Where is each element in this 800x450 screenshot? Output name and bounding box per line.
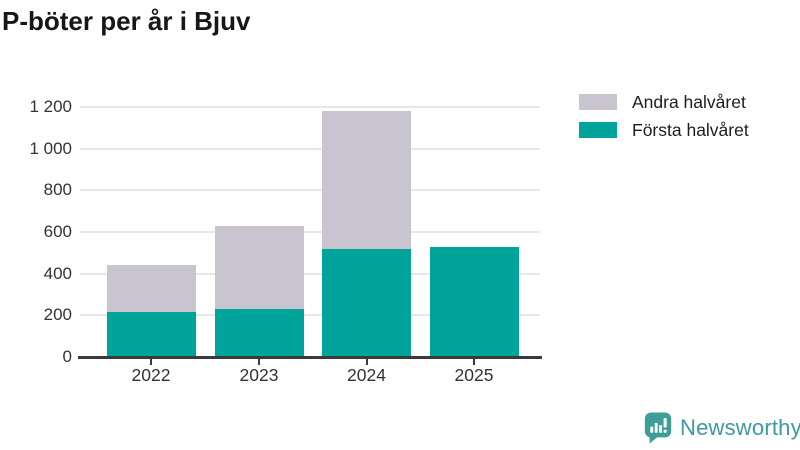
- gridline-600: [80, 231, 540, 233]
- newsworthy-logo: Newsworthy: [644, 412, 800, 444]
- chart-title: P-böter per år i Bjuv: [2, 6, 251, 36]
- bar-2024-andra-halvaret: [322, 111, 411, 249]
- legend-label-forsta-halvaret: Första halvåret: [632, 119, 749, 140]
- x-tick-2023: [258, 359, 260, 365]
- legend-label-andra-halvaret: Andra halvåret: [632, 91, 746, 112]
- bar-2022-andra-halvaret: [106, 265, 196, 313]
- legend-swatch-andra-halvaret: [579, 94, 617, 110]
- gridline-400: [80, 272, 540, 275]
- y-axis-label-400: 400: [43, 263, 72, 283]
- bar-2023-andra-halvaret: [214, 225, 304, 310]
- x-axis-label-2025: 2025: [454, 365, 494, 385]
- x-tick-2022: [150, 359, 152, 365]
- bar-2025-forsta-halvaret: [429, 246, 519, 357]
- x-axis-label-2022: 2022: [131, 365, 171, 385]
- legend: Andra halvåret Första halvåret: [579, 91, 749, 150]
- gridline-200: [80, 314, 540, 317]
- x-axis-label-2024: 2024: [347, 365, 386, 385]
- legend-item-andra-halvaret: Andra halvåret: [579, 91, 749, 112]
- y-axis-label-600: 600: [43, 222, 72, 241]
- x-axis-label-2023: 2023: [239, 365, 279, 385]
- plot-area: [80, 106, 540, 357]
- newsworthy-logo-text: Newsworthy: [680, 415, 800, 440]
- gridline-1000: [80, 147, 540, 150]
- bar-2024-forsta-halvaret: [322, 248, 411, 357]
- x-tick-2025: [473, 359, 475, 365]
- x-axis-line: [78, 356, 542, 359]
- legend-item-forsta-halvaret: Första halvåret: [579, 119, 749, 140]
- y-axis-label-1000: 1 000: [29, 138, 72, 158]
- y-axis-label-200: 200: [43, 305, 72, 325]
- legend-swatch-forsta-halvaret: [579, 122, 617, 138]
- y-axis-label-1200: 1 200: [29, 97, 72, 116]
- bar-2022-forsta-halvaret: [106, 312, 196, 357]
- bar-2023-forsta-halvaret: [214, 309, 304, 357]
- gridline-800: [80, 189, 540, 192]
- gridline-1200: [80, 106, 540, 108]
- bar-chart-speech-bubble-icon: [644, 412, 672, 444]
- y-axis-label-800: 800: [43, 180, 72, 200]
- x-tick-2024: [365, 359, 368, 365]
- y-axis-label-0: 0: [62, 347, 72, 366]
